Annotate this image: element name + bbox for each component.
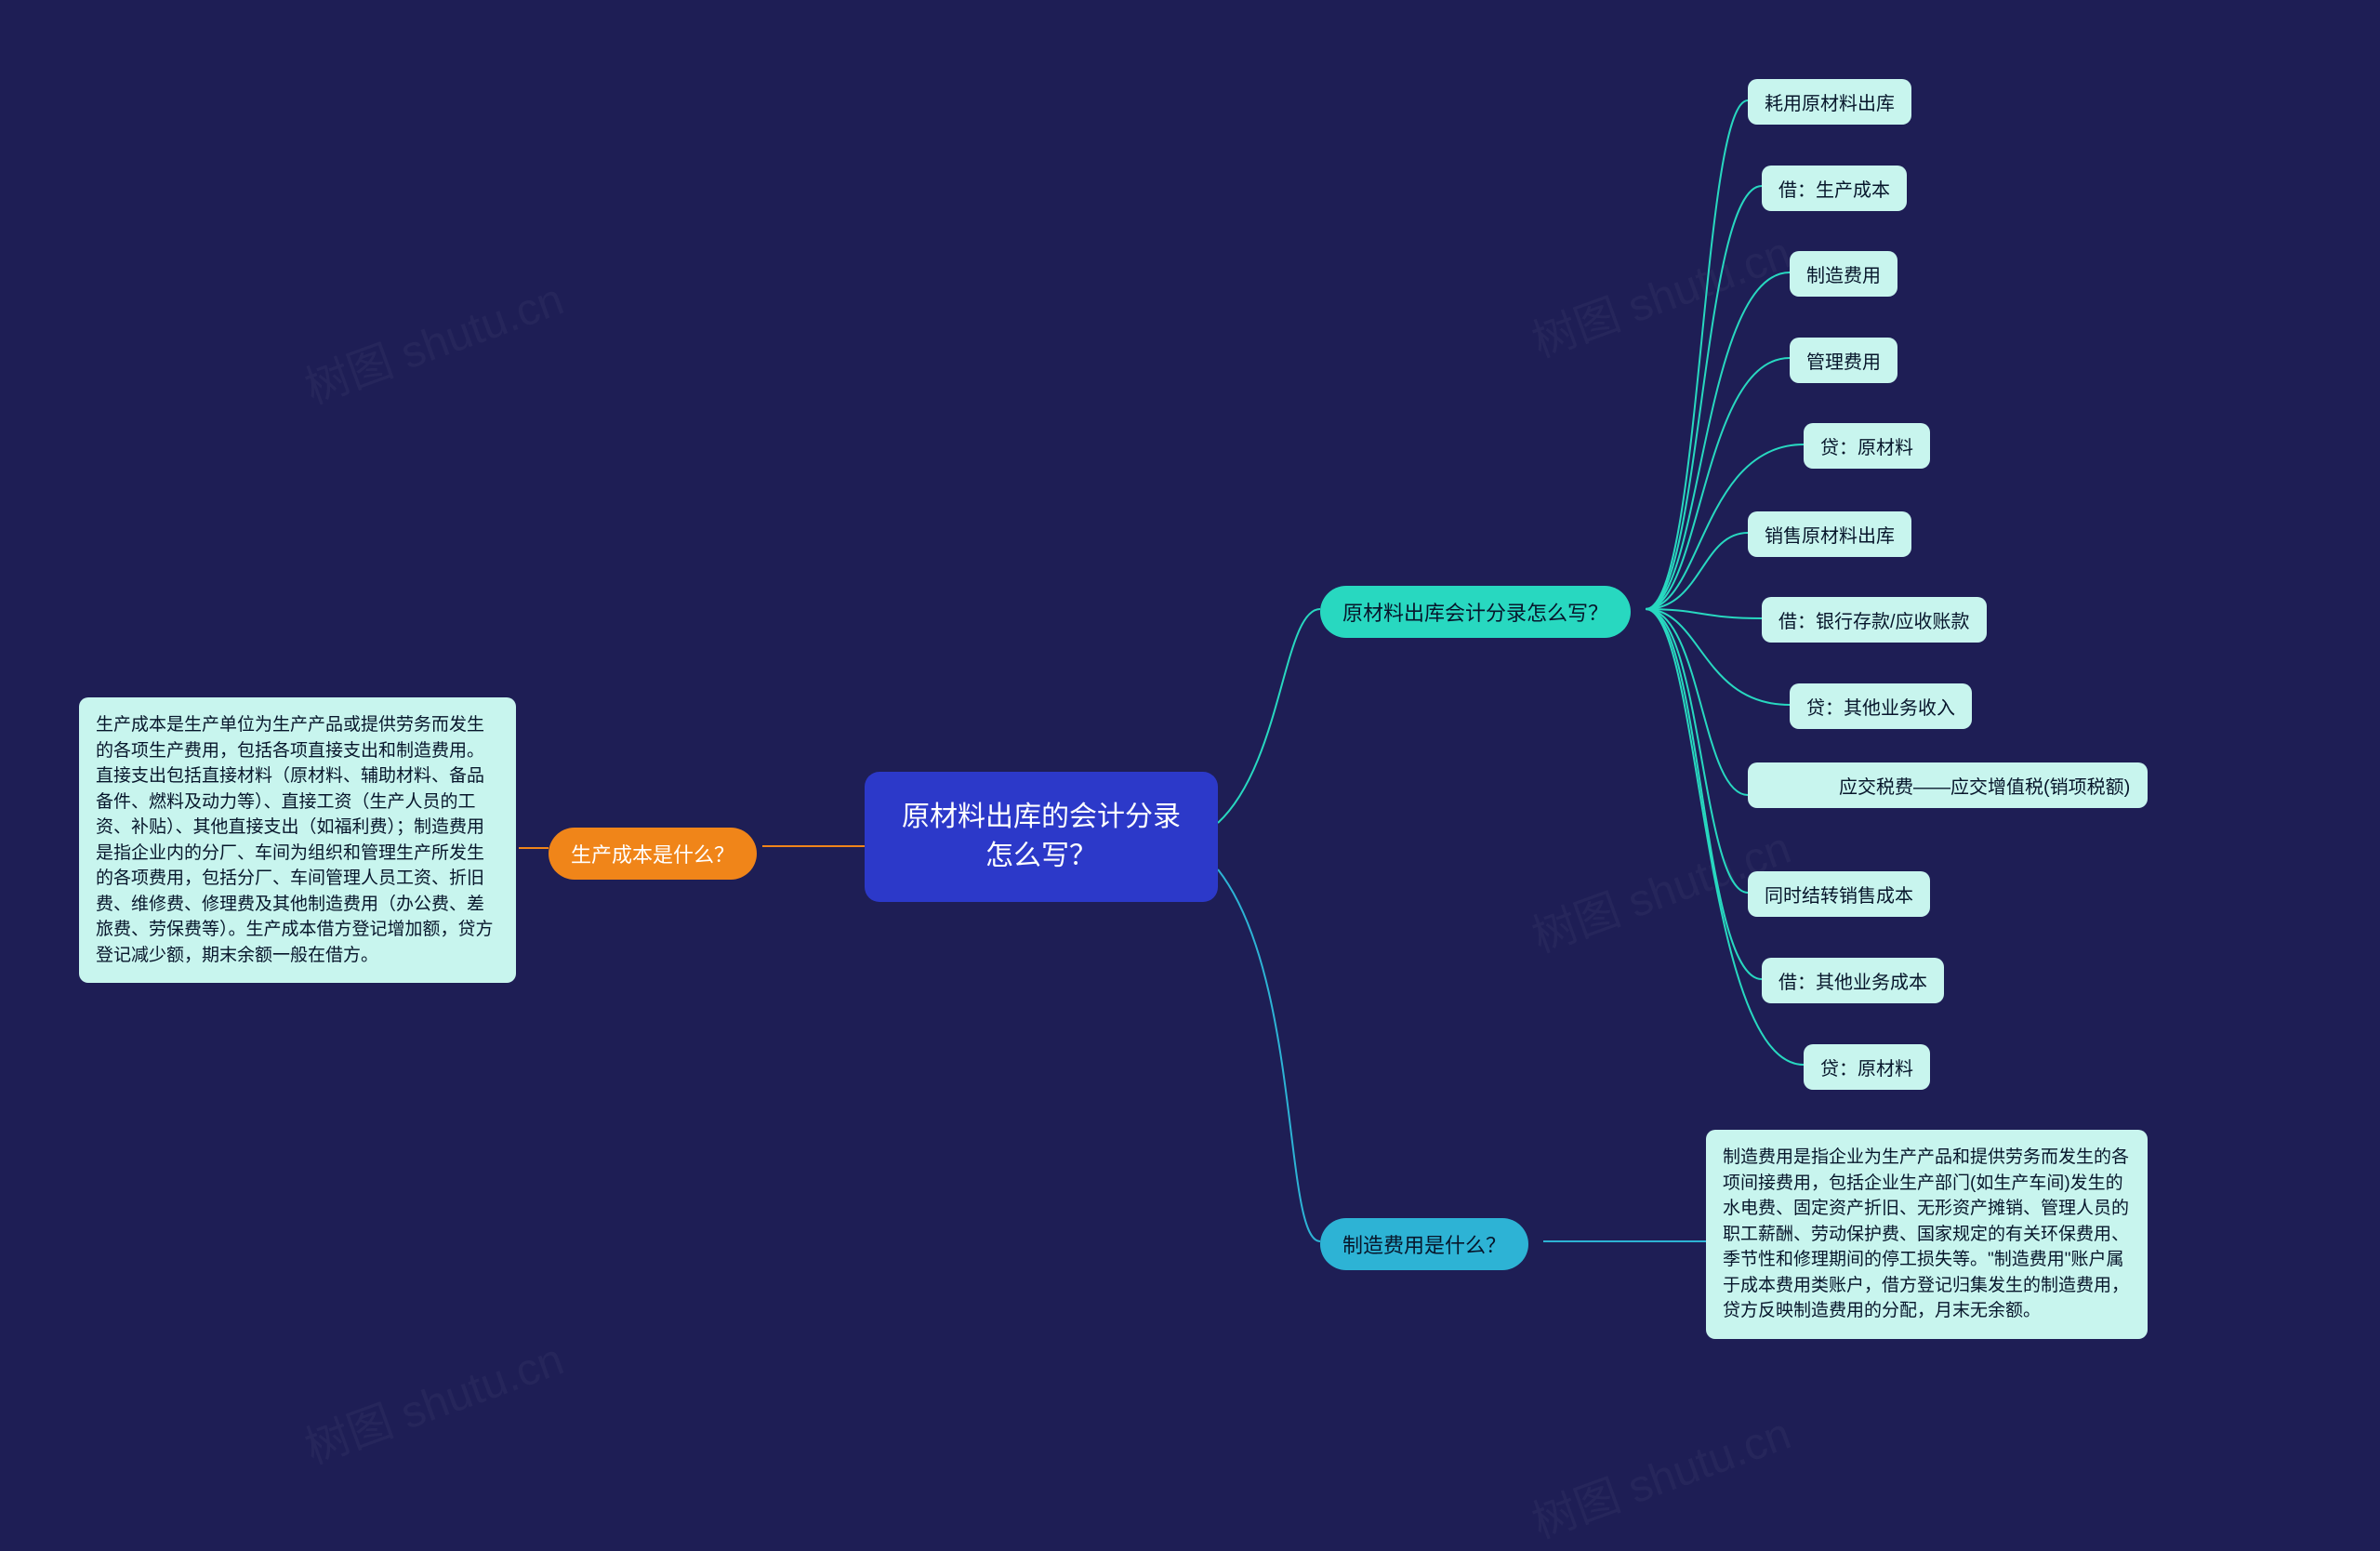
leaf-item[interactable]: 借：银行存款/应收账款 [1762, 597, 1987, 643]
branch-label: 制造费用是什么？ [1342, 1229, 1506, 1259]
leaf-label: 借：银行存款/应收账款 [1778, 612, 1970, 632]
leaf-label: 销售原材料出库 [1765, 526, 1895, 547]
leaf-item[interactable]: 管理费用 [1790, 338, 1897, 383]
leaf-label: 耗用原材料出库 [1765, 94, 1895, 114]
leaf-item[interactable]: 同时结转销售成本 [1748, 871, 1930, 917]
branch-label: 原材料出库会计分录怎么写？ [1342, 597, 1608, 627]
leaf-item[interactable]: 耗用原材料出库 [1748, 79, 1911, 125]
branch-label: 生产成本是什么？ [571, 839, 734, 868]
leaf-label: 借：其他业务成本 [1778, 973, 1927, 993]
leaf-label: 贷：原材料 [1820, 438, 1913, 458]
leaf-item[interactable]: 销售原材料出库 [1748, 511, 1911, 557]
leaf-item[interactable]: 贷：原材料 [1804, 423, 1930, 469]
root-node[interactable]: 原材料出库的会计分录怎么写？ [865, 772, 1218, 902]
leaf-item[interactable]: 贷：原材料 [1804, 1044, 1930, 1090]
leaf-item[interactable]: 借：生产成本 [1762, 166, 1907, 211]
textbox-content: 制造费用是指企业为生产产品和提供劳务而发生的各项间接费用，包括企业生产部门(如生… [1723, 1147, 2129, 1320]
leaf-item[interactable]: 制造费用 [1790, 251, 1897, 297]
leaf-label: 借：生产成本 [1778, 180, 1890, 201]
watermark: 树图 shutu.cn [1522, 1397, 1798, 1550]
leaf-label: 贷：原材料 [1820, 1059, 1913, 1080]
textbox-production-cost: 生产成本是生产单位为生产产品或提供劳务而发生的各项生产费用，包括各项直接支出和制… [79, 697, 516, 983]
branch-manufacturing-cost[interactable]: 制造费用是什么？ [1320, 1218, 1528, 1270]
textbox-manufacturing-cost: 制造费用是指企业为生产产品和提供劳务而发生的各项间接费用，包括企业生产部门(如生… [1706, 1130, 2148, 1339]
leaf-item[interactable]: 应交税费——应交增值税(销项税额) [1748, 762, 2148, 808]
watermark: 树图 shutu.cn [295, 262, 571, 416]
leaf-label: 贷：其他业务收入 [1806, 698, 1955, 719]
textbox-content: 生产成本是生产单位为生产产品或提供劳务而发生的各项生产费用，包括各项直接支出和制… [96, 715, 494, 965]
leaf-label: 制造费用 [1806, 266, 1881, 286]
leaf-item[interactable]: 借：其他业务成本 [1762, 958, 1944, 1003]
branch-journal-entries[interactable]: 原材料出库会计分录怎么写？ [1320, 586, 1631, 638]
watermark: 树图 shutu.cn [295, 1322, 571, 1476]
watermark: 树图 shutu.cn [1522, 216, 1798, 369]
leaf-item[interactable]: 贷：其他业务收入 [1790, 683, 1972, 729]
leaf-label: 管理费用 [1806, 352, 1881, 373]
root-label: 原材料出库的会计分录怎么写？ [902, 798, 1181, 876]
leaf-label: 同时结转销售成本 [1765, 886, 1913, 907]
branch-production-cost[interactable]: 生产成本是什么？ [549, 828, 757, 880]
leaf-label: 应交税费——应交增值税(销项税额) [1765, 777, 2130, 798]
